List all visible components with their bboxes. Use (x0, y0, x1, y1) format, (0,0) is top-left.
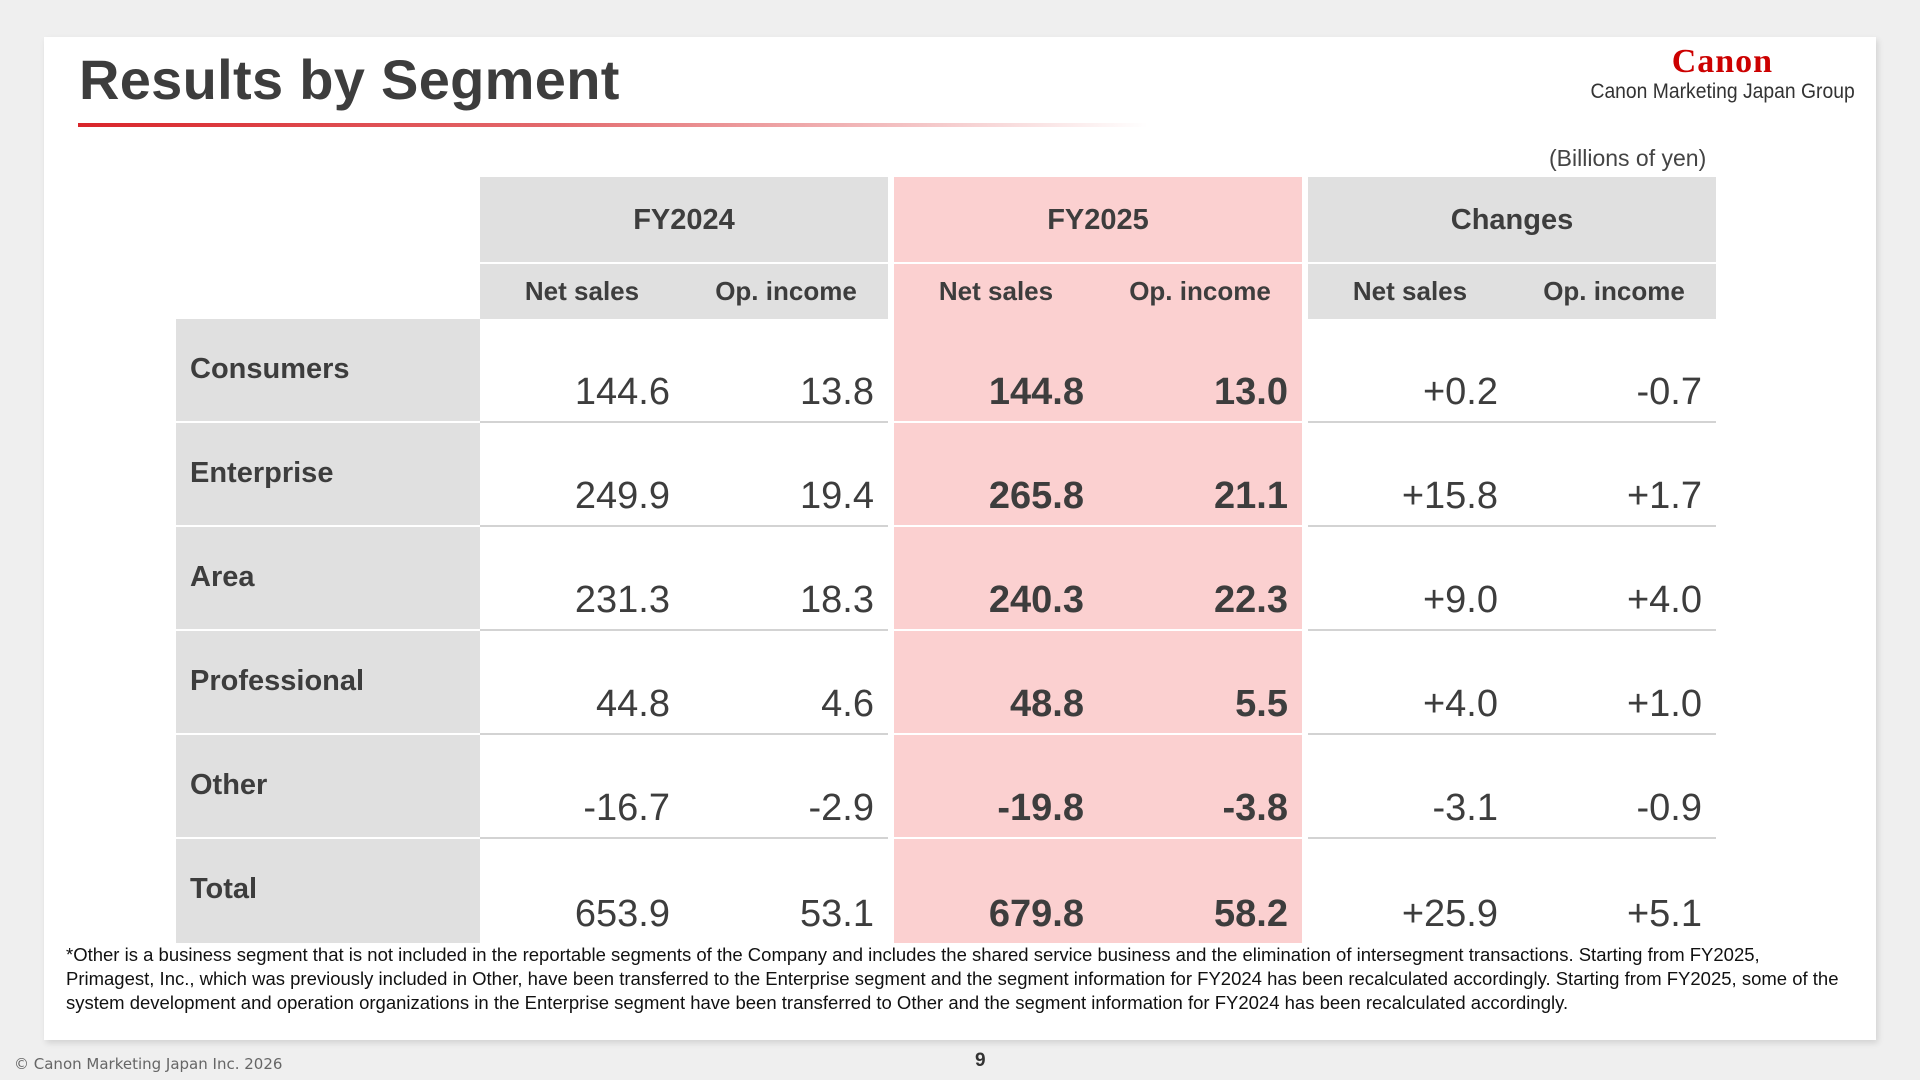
page-number: 9 (975, 1050, 986, 1071)
table-cell: 19.4 (684, 423, 888, 527)
table-cell: 18.3 (684, 527, 888, 631)
table-cell: +5.1 (1626, 893, 1702, 935)
subheader-net-sales: Net sales (1308, 263, 1512, 319)
segment-table: FY2024 FY2025 Changes Net sales Op. income Ne… (44, 37, 1876, 1040)
table-cell: 13.0 (1098, 319, 1302, 423)
table-cell: -3.8 (1098, 735, 1302, 839)
page-title: Results by Segment (79, 48, 620, 111)
subheader-op-income: Op. income (684, 263, 888, 319)
row-label-area: Area (176, 527, 480, 631)
table-cell: -19.8 (894, 735, 1098, 839)
canon-logo: Canon Canon Marketing Japan Group (1579, 45, 1866, 105)
slide: Results by Segment Canon Canon Marketing… (44, 37, 1876, 1040)
table-cell: +4.0 (1512, 527, 1716, 631)
table-cell: -0.7 (1512, 319, 1716, 423)
row-label-consumers: Consumers (176, 319, 480, 423)
table-cell: +9.0 (1308, 527, 1512, 631)
table-cell: -16.7 (480, 735, 684, 839)
subheader-op-income: Op. income (1098, 263, 1302, 319)
canon-logo-mark: Canon (1671, 43, 1774, 80)
table-cell: +15.8 (1308, 423, 1512, 527)
group-header-fy2025: FY2025 (894, 177, 1302, 263)
unit-label: (Billions of yen) (1549, 145, 1707, 171)
table-cell: 22.3 (1098, 527, 1302, 631)
row-label-professional: Professional (176, 631, 480, 735)
table-cell: 144.8 (894, 319, 1098, 423)
table-cell: +1.0 (1512, 631, 1716, 735)
subheader-net-sales: Net sales (480, 263, 684, 319)
table-cell: 13.8 (684, 319, 888, 423)
table-cell: 144.6 (480, 319, 684, 423)
group-header-changes: Changes (1308, 177, 1716, 263)
table-cell: 53.1 (800, 893, 874, 935)
header-divider (894, 262, 1302, 264)
row-label-other: Other (176, 735, 480, 839)
subheader-op-income: Op. income (1512, 263, 1716, 319)
table-cell: 5.5 (1098, 631, 1302, 735)
table-cell: -3.1 (1308, 735, 1512, 839)
table-cell: 21.1 (1098, 423, 1302, 527)
table-cell: +4.0 (1308, 631, 1512, 735)
table-cell: 265.8 (894, 423, 1098, 527)
row-label-enterprise: Enterprise (176, 423, 480, 527)
footnote: *Other is a business segment that is not… (66, 944, 1839, 1013)
table-cell: 679.8 (894, 839, 1098, 943)
table-cell: -2.9 (684, 735, 888, 839)
header-divider (1308, 262, 1716, 264)
table-cell: 653.9 (574, 893, 670, 935)
header-divider (480, 262, 888, 264)
table-cell: 231.3 (480, 527, 684, 631)
group-header-fy2024: FY2024 (480, 177, 888, 263)
table-cell: +25.9 (1401, 893, 1498, 935)
row-label-total: Total (176, 839, 480, 943)
table-cell: 4.6 (684, 631, 888, 735)
table-cell: +1.7 (1512, 423, 1716, 527)
table-cell: 44.8 (480, 631, 684, 735)
table-cell: +0.2 (1308, 319, 1512, 423)
table-cell: 48.8 (894, 631, 1098, 735)
group-name: Canon Marketing Japan Group (1590, 80, 1855, 103)
copyright: © Canon Marketing Japan Inc. 2026 (14, 1055, 283, 1073)
title-underline (78, 123, 1148, 127)
table-cell: 249.9 (480, 423, 684, 527)
subheader-net-sales: Net sales (894, 263, 1098, 319)
table-cell: 240.3 (894, 527, 1098, 631)
table-cell: 58.2 (1098, 839, 1302, 943)
table-cell: -0.9 (1512, 735, 1716, 839)
